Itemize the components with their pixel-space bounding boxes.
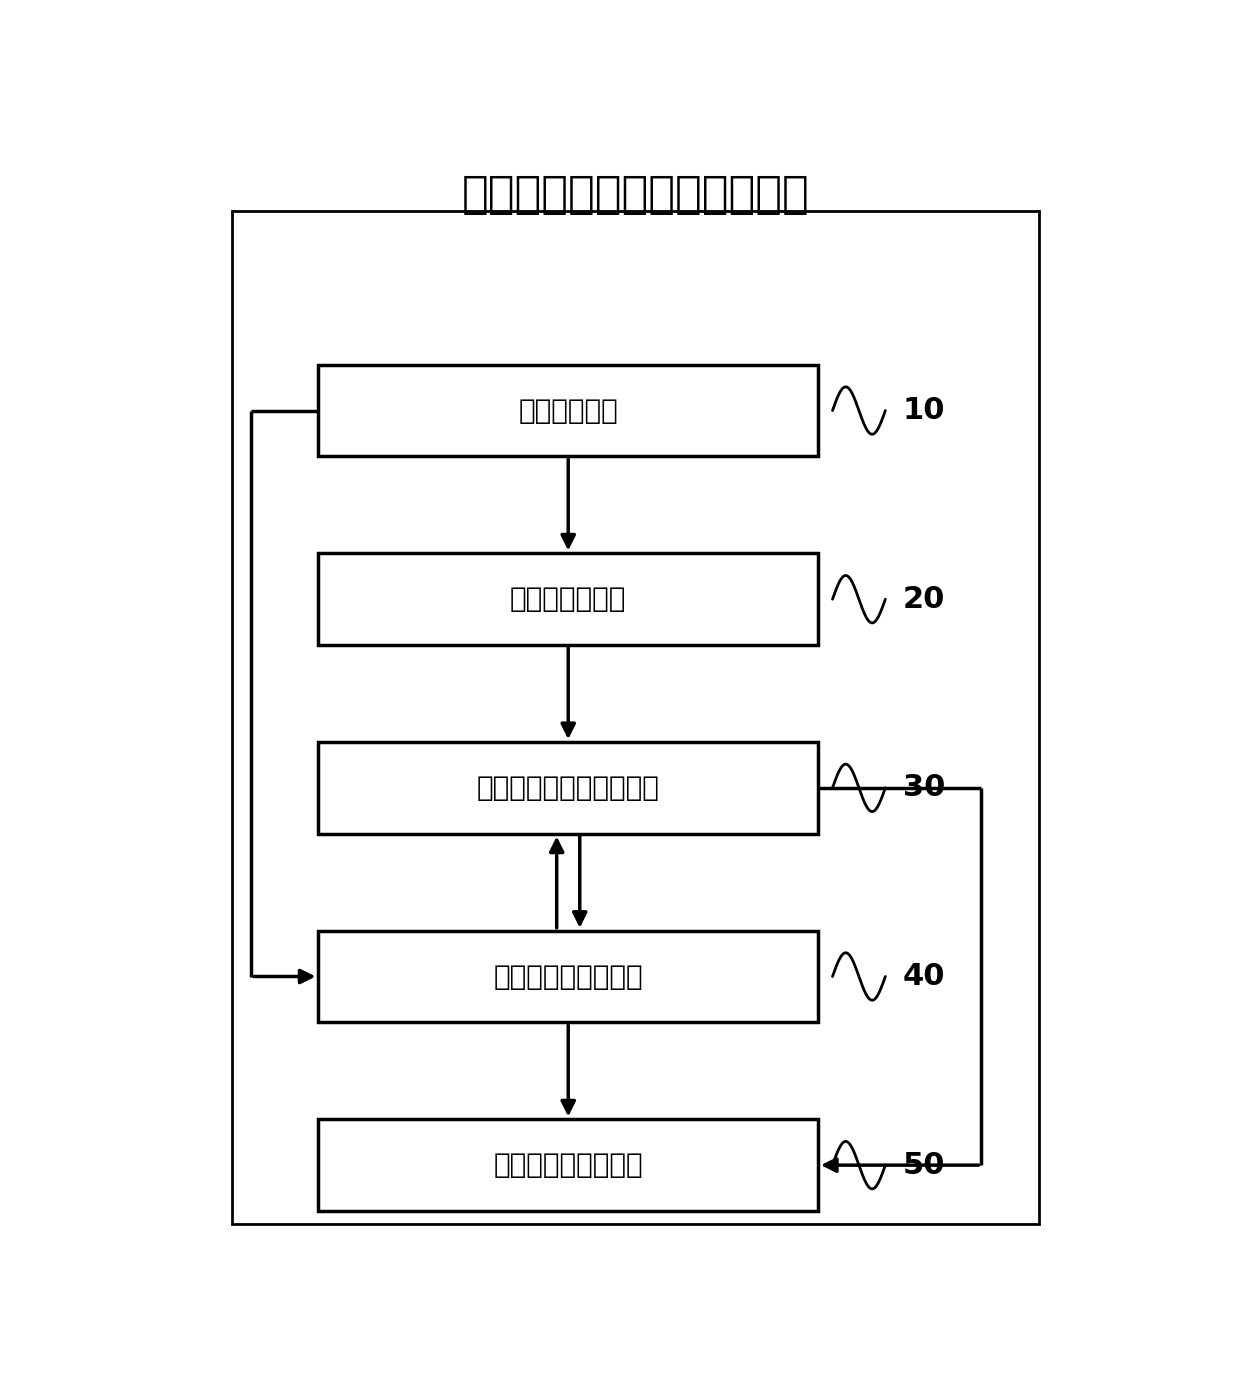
Text: 10: 10	[903, 396, 945, 426]
Bar	[319, 931, 818, 1022]
Text: 30: 30	[903, 773, 945, 802]
Text: 信息采集模块: 信息采集模块	[518, 396, 618, 424]
Text: 20: 20	[903, 585, 945, 613]
Text: 机器人关节轴线标定模块: 机器人关节轴线标定模块	[477, 774, 660, 802]
Text: 机器人单目立体视觉标定系统: 机器人单目立体视觉标定系统	[461, 174, 810, 217]
Text: 50: 50	[903, 1151, 945, 1180]
Bar	[319, 553, 818, 645]
Text: 标定反馈与拟合模块: 标定反馈与拟合模块	[494, 963, 644, 991]
Bar	[319, 1120, 818, 1211]
Text: 摄像机建模模块: 摄像机建模模块	[510, 585, 626, 613]
Text: 40: 40	[903, 962, 945, 991]
Bar	[232, 211, 1039, 1225]
Text: 机器人模型建立模块: 机器人模型建立模块	[494, 1151, 644, 1179]
Bar	[319, 365, 818, 456]
Bar	[319, 742, 818, 833]
